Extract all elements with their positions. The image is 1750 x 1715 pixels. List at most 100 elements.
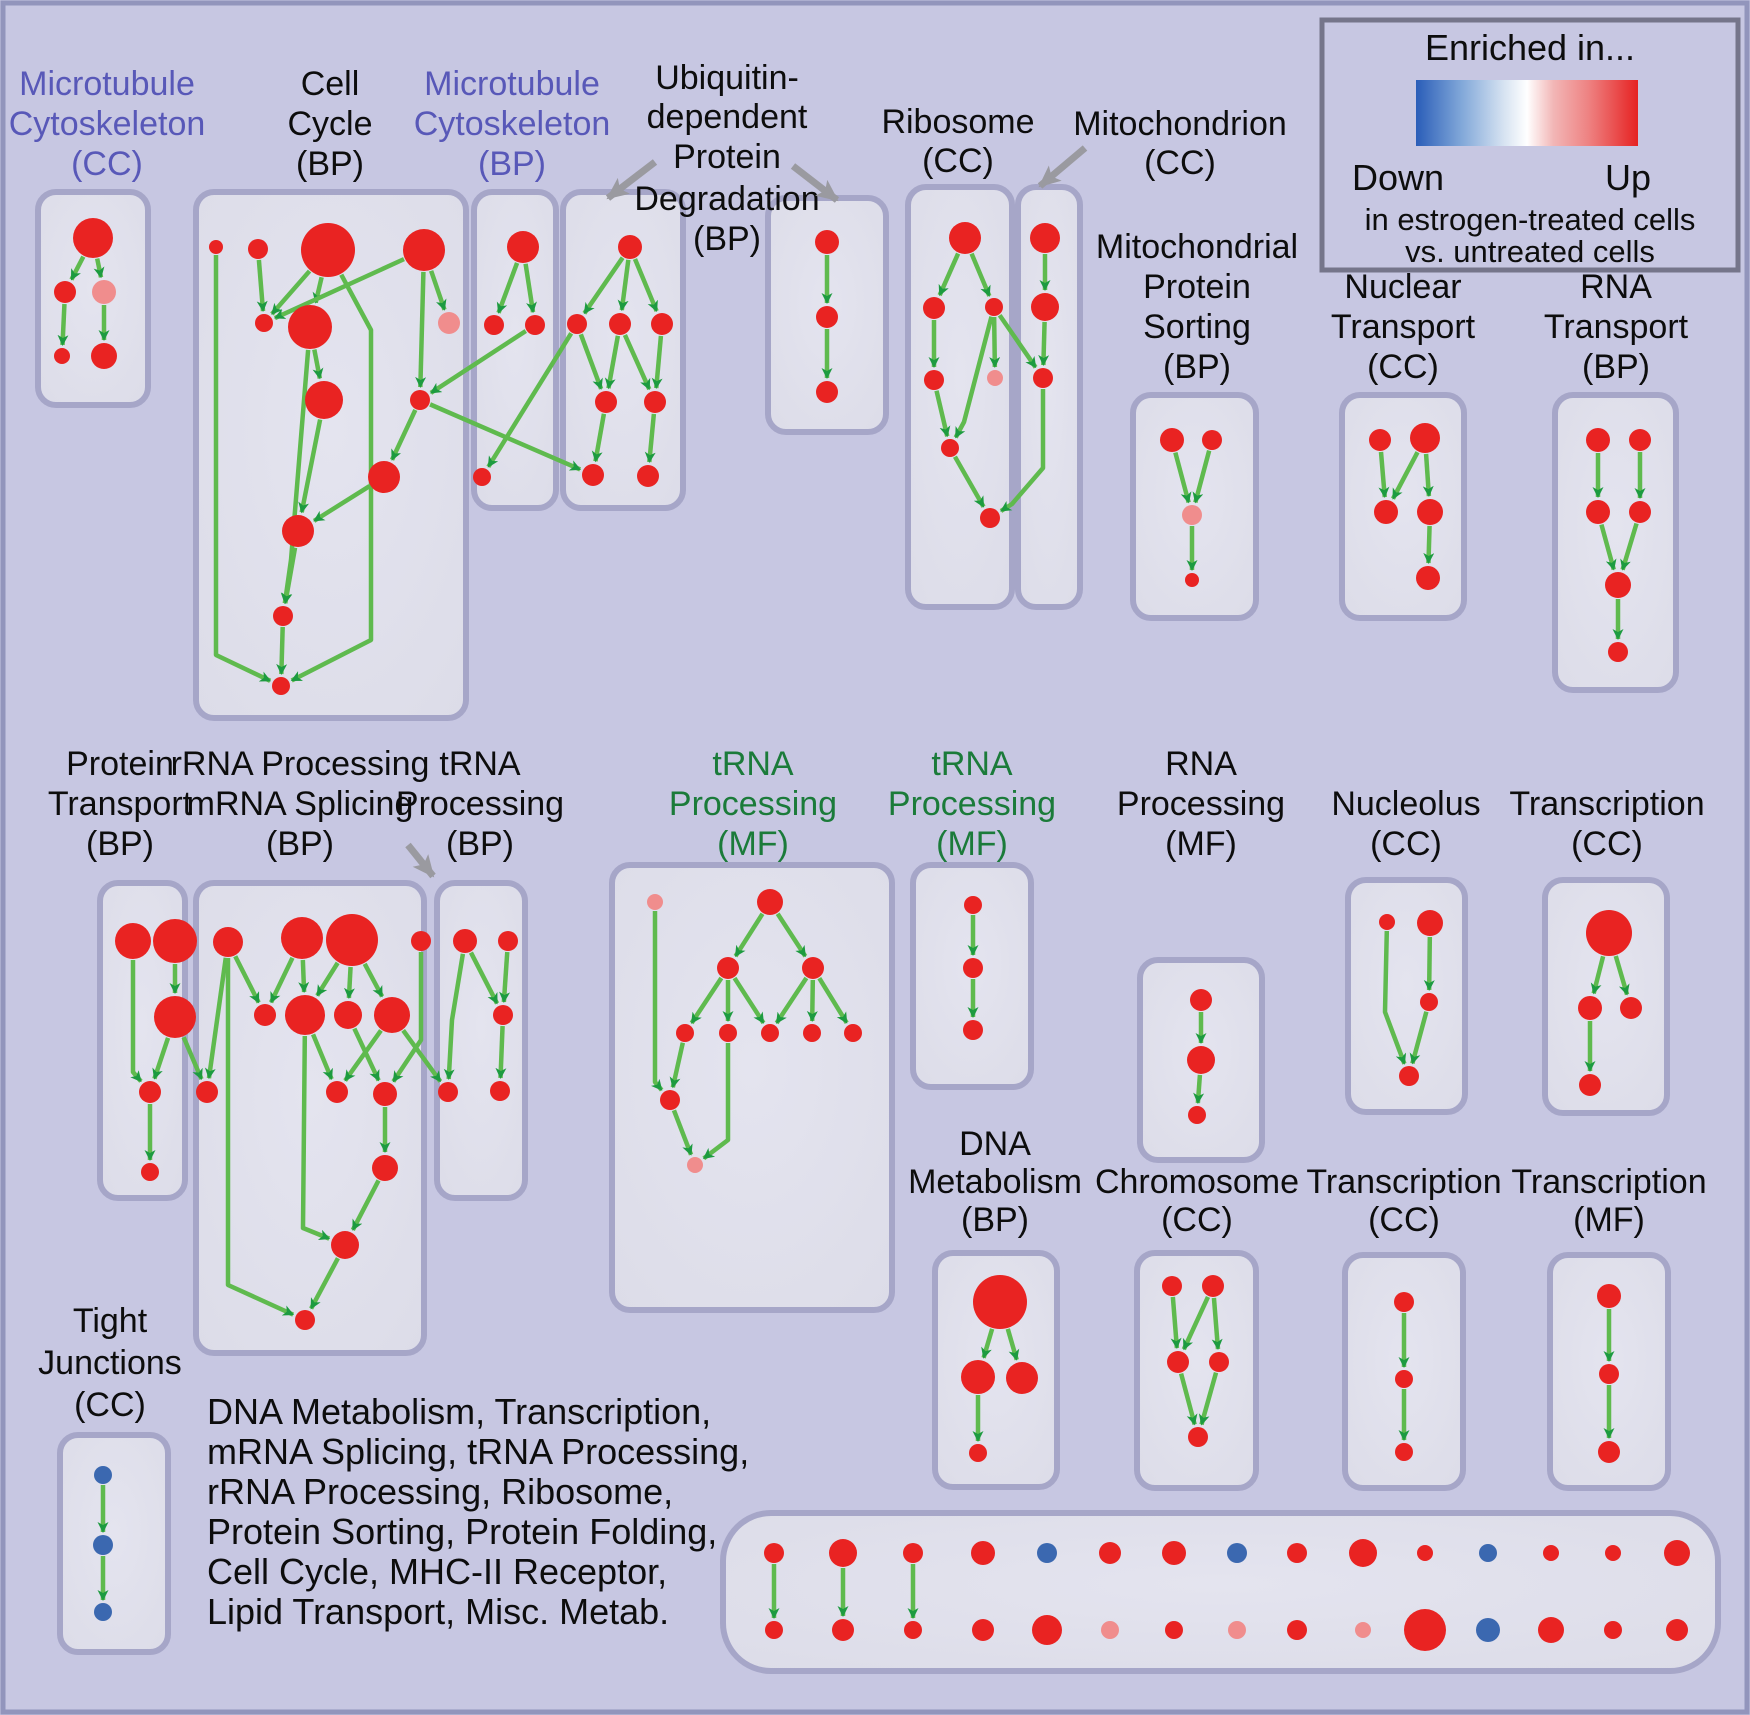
mitochondrion-node-0 — [1030, 223, 1060, 253]
tight_junc-label-line-2: (CC) — [74, 1386, 146, 1424]
nucleolus-node-3 — [1399, 1066, 1419, 1086]
nucleolus-label-line-0: Nucleolus — [1331, 785, 1480, 823]
mito_sort-edge-0 — [1173, 451, 1192, 504]
nuc_trans-edge-1 — [1391, 451, 1420, 500]
summary-col-3-top-node — [971, 1541, 995, 1565]
ubiq1-edge-3 — [578, 333, 604, 390]
ribosome-edge-0 — [937, 252, 961, 297]
cell_cycle-edge-8 — [298, 419, 323, 514]
trna_mf_small-label-line-2: (MF) — [936, 825, 1008, 863]
ribosome-edge-5 — [953, 316, 994, 439]
cell_cycle-edge-11 — [281, 547, 298, 605]
trna_mf_big-node-3 — [802, 957, 824, 979]
rrna-edge-9 — [352, 1027, 381, 1082]
tight_junc-node-0 — [94, 1466, 112, 1484]
cell_cycle-edge-9 — [390, 409, 418, 461]
cell_cycle-edge-5 — [415, 271, 427, 389]
nuc_trans-edge-0 — [1378, 451, 1390, 499]
nucleolus-node-1 — [1417, 910, 1443, 936]
trna_mf_big-edge-11 — [702, 1043, 731, 1161]
nucleolus-box — [1345, 877, 1468, 1115]
mito_sort-node-1 — [1202, 430, 1222, 450]
cell_cycle-node-9 — [368, 461, 400, 493]
trna_mf_big-edge-0 — [733, 912, 765, 958]
dna_met-node-1 — [961, 1360, 995, 1394]
mt_cc-node-1 — [54, 281, 76, 303]
transcr_mf-node-2 — [1598, 1441, 1620, 1463]
trna_mf_big-node-9 — [660, 1090, 680, 1110]
ubiq1-node-2 — [609, 313, 631, 335]
dna_met-label-line-2: (BP) — [961, 1201, 1029, 1239]
summary-col-11-bottom-node — [1476, 1618, 1500, 1642]
rrna-node-13 — [295, 1310, 315, 1330]
nuc_trans-node-0 — [1369, 429, 1391, 451]
mt_bp-label-line-2: (BP) — [478, 145, 546, 183]
trna_mf_big-label-line-1: Processing — [669, 785, 837, 823]
legend-subtitle-1: in estrogen-treated cells — [1365, 202, 1696, 237]
mt_cc-node-2 — [92, 280, 116, 304]
prot_trans-edge-0 — [130, 960, 143, 1083]
layer-labels: MicrotubuleCytoskeleton(CC)CellCycle(BP)… — [9, 59, 1707, 1632]
trna_mf_big-edge-6 — [806, 979, 818, 1023]
summary-col-1-top-node — [829, 1539, 857, 1567]
transcr_mf-node-1 — [1599, 1364, 1619, 1384]
legend: Enriched in... Down Up in estrogen-treated … — [1319, 17, 1741, 273]
mito_sort-label-line-1: Protein — [1143, 268, 1251, 306]
ribosome-node-3 — [924, 370, 944, 390]
cross-edge-0 — [429, 329, 528, 395]
rna_trans-edge-2 — [1599, 523, 1617, 571]
ubiq1-label-line-1: dependent — [647, 98, 808, 136]
rrna-edge-6 — [362, 962, 385, 998]
rrna-label-line-1: mRNA Splicing — [187, 785, 414, 823]
summary-col-4-bottom-node — [1032, 1615, 1062, 1645]
ribosome-edge-4 — [934, 390, 951, 438]
rrna-label-line-2: (BP) — [266, 825, 334, 863]
nuc_trans-label-line-2: (CC) — [1367, 348, 1439, 386]
trna_mf_big-node-6 — [761, 1024, 779, 1042]
ribosome-edge-6 — [953, 455, 986, 508]
rrna-node-3 — [326, 914, 378, 966]
mito_sort-node-3 — [1185, 573, 1199, 587]
legend-gradient-bar — [1416, 80, 1638, 146]
transcr_cc_3-label-line-1: (CC) — [1368, 1201, 1440, 1239]
mito_sort-label-line-3: (BP) — [1163, 348, 1231, 386]
transcr_cc_3-node-2 — [1395, 1443, 1413, 1461]
trna_mf_big-box — [609, 862, 895, 1313]
misc-summary-box — [720, 1510, 1721, 1674]
cell_cycle-node-1 — [248, 239, 268, 259]
transcr_cc_2-box — [1542, 877, 1670, 1116]
trna_bp-label-line-0: tRNA — [439, 745, 521, 783]
transcr_mf-label-line-0: Transcription — [1511, 1163, 1706, 1201]
rna_trans-node-1 — [1629, 429, 1651, 451]
summary-col-6-top-node — [1162, 1541, 1186, 1565]
ubiq1-node-5 — [644, 391, 666, 413]
cell_cycle-label-line-0: Cell — [301, 65, 360, 103]
mt_cc-edge-1 — [93, 258, 105, 279]
transcr_cc_2-edge-1 — [1613, 955, 1630, 996]
ubiq1-label-line-3: Degradation — [634, 180, 819, 218]
nuc_trans-label-line-1: Transport — [1331, 308, 1476, 346]
ubiq1-edge-8 — [644, 413, 657, 464]
ribosome-node-2 — [985, 298, 1003, 316]
ubiq2-node-0 — [815, 230, 839, 254]
trna_mf_small-label-line-1: Processing — [888, 785, 1056, 823]
nucleolus-node-0 — [1379, 914, 1395, 930]
cross-edge-6 — [401, 1029, 443, 1083]
chromosome-box — [1134, 1250, 1259, 1491]
transcr_cc_2-node-3 — [1579, 1074, 1601, 1096]
dna_met-node-2 — [1006, 1362, 1038, 1394]
legend-up-label: Up — [1605, 157, 1651, 198]
nuc_trans-node-4 — [1416, 566, 1440, 590]
rrna-node-8 — [374, 997, 410, 1033]
ribosome-node-4 — [987, 370, 1003, 386]
cell_cycle-node-5 — [288, 305, 332, 349]
cell_cycle-node-8 — [410, 390, 430, 410]
transcr_cc_2-label-line-0: Transcription — [1509, 785, 1704, 823]
ribosome-edge-1 — [969, 252, 992, 297]
mitochondrion-node-2 — [1033, 368, 1053, 388]
trna_mf_big-node-5 — [719, 1024, 737, 1042]
rrna-edge-7 — [310, 1033, 334, 1080]
ubiq1-edge-0 — [582, 256, 625, 315]
